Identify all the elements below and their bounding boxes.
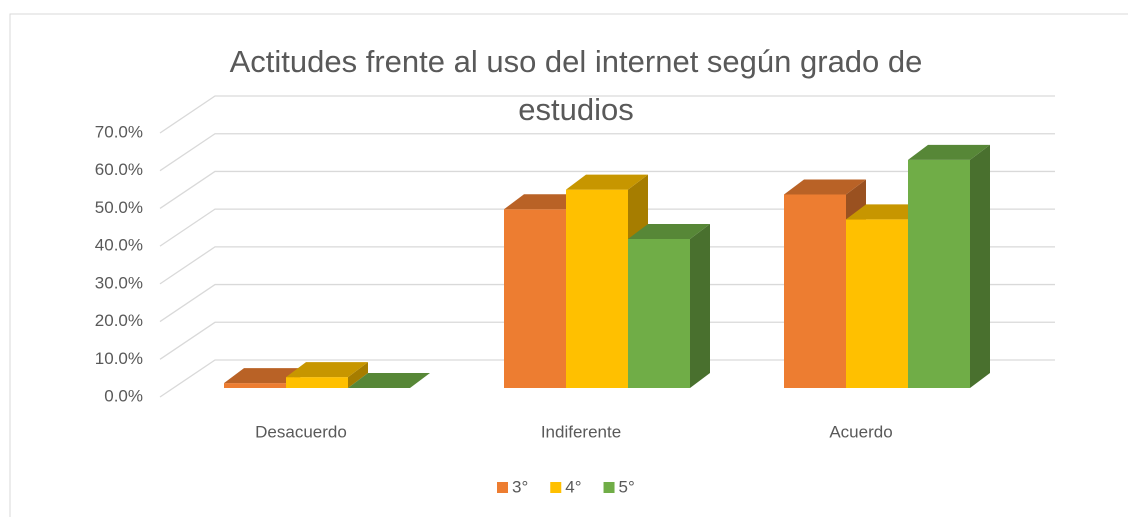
bar-top	[348, 373, 430, 388]
legend-label: 5°	[619, 477, 635, 496]
grid-line	[159, 133, 1055, 172]
y-tick-label: 40.0%	[95, 236, 143, 255]
bar-front	[908, 159, 970, 388]
x-tick-label: Acuerdo	[829, 422, 892, 441]
legend-label: 4°	[565, 477, 581, 496]
bar-front	[784, 194, 846, 388]
bar-top	[784, 179, 866, 195]
bar-top	[224, 368, 306, 384]
legend-swatch	[603, 482, 615, 493]
x-tick-label: Indiferente	[541, 422, 621, 441]
bar-front	[504, 209, 566, 388]
grid-line	[159, 95, 1055, 134]
y-tick-label: 0.0%	[104, 386, 143, 405]
bar	[348, 373, 430, 388]
bar-top	[286, 362, 368, 378]
bar-side	[348, 362, 368, 388]
bar-top	[846, 204, 928, 220]
bar-front	[846, 219, 908, 388]
grid-line	[159, 359, 1055, 398]
bar-top	[566, 174, 648, 190]
bar-front	[566, 189, 628, 388]
legend-swatch	[497, 482, 508, 493]
y-tick-label: 10.0%	[95, 349, 143, 368]
x-tick-label: Desacuerdo	[255, 422, 347, 441]
legend-label: 3°	[512, 477, 528, 496]
bar-top	[628, 224, 710, 240]
bar-front	[286, 377, 348, 388]
grid-line	[159, 246, 1055, 285]
y-tick-label: 60.0%	[95, 160, 143, 179]
bar-top	[504, 194, 586, 210]
y-tick-label: 70.0%	[95, 122, 143, 141]
legend-swatch	[550, 482, 562, 493]
bar-side	[970, 144, 990, 388]
bar	[628, 224, 710, 388]
y-tick-label: 20.0%	[95, 311, 143, 330]
bar-front	[224, 383, 286, 388]
chart-title: Actitudes frente al uso del internet seg…	[229, 44, 923, 127]
bar	[286, 362, 368, 388]
bar-side	[690, 224, 710, 388]
bar-front	[628, 239, 690, 388]
grid-line	[159, 170, 1055, 209]
bar	[908, 144, 990, 388]
bar-top	[908, 144, 990, 160]
grid-line	[159, 208, 1055, 247]
y-tick-label: 30.0%	[95, 273, 143, 292]
y-tick-label: 50.0%	[95, 198, 143, 217]
grid-line	[159, 321, 1055, 360]
grid-line	[159, 283, 1055, 323]
